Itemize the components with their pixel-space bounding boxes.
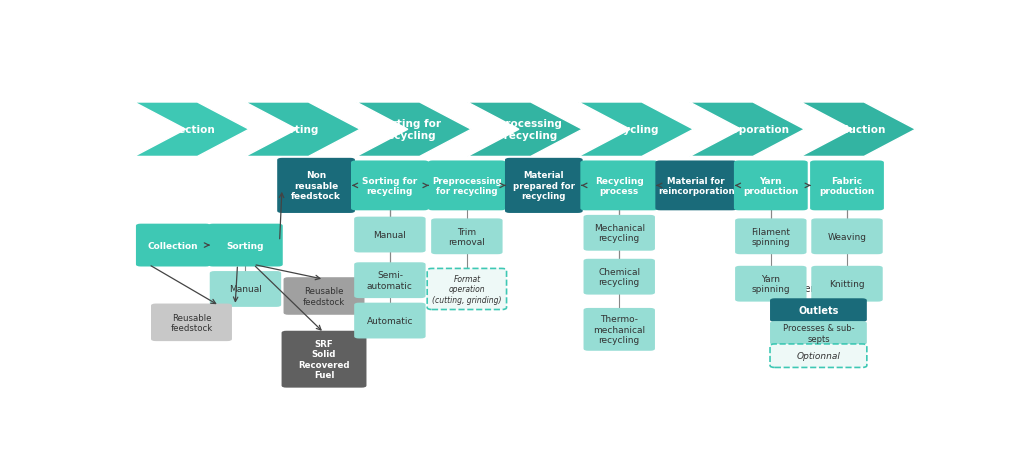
Text: Mechanical
recycling: Mechanical recycling (594, 223, 645, 243)
Text: Legend:: Legend: (786, 283, 825, 293)
Text: Weaving: Weaving (827, 233, 866, 241)
FancyBboxPatch shape (810, 161, 884, 211)
Text: Optionnal: Optionnal (797, 351, 841, 360)
Text: Fabric
production: Fabric production (819, 176, 874, 196)
FancyBboxPatch shape (734, 161, 808, 211)
FancyBboxPatch shape (354, 303, 426, 339)
Text: Yarn
production: Yarn production (743, 176, 799, 196)
Text: Recycling: Recycling (602, 125, 659, 135)
Text: Sorting: Sorting (275, 125, 319, 135)
Text: SRF
Solid
Recovered
Fuel: SRF Solid Recovered Fuel (298, 339, 350, 379)
FancyBboxPatch shape (811, 266, 883, 302)
FancyBboxPatch shape (354, 263, 426, 298)
Text: Yarn
spinning: Yarn spinning (752, 274, 791, 294)
FancyBboxPatch shape (210, 272, 282, 307)
FancyBboxPatch shape (431, 219, 503, 255)
FancyBboxPatch shape (351, 161, 429, 211)
FancyBboxPatch shape (151, 304, 232, 341)
FancyBboxPatch shape (770, 344, 867, 368)
FancyBboxPatch shape (770, 321, 867, 345)
Polygon shape (801, 103, 915, 157)
FancyBboxPatch shape (284, 278, 365, 315)
Text: Semi-
automatic: Semi- automatic (367, 271, 413, 290)
Text: Thermo-
mechanical
recycling: Thermo- mechanical recycling (593, 315, 645, 344)
FancyBboxPatch shape (136, 224, 211, 267)
Text: Knitting: Knitting (829, 279, 865, 288)
Polygon shape (134, 103, 249, 157)
Text: Chemical
recycling: Chemical recycling (598, 268, 640, 287)
FancyBboxPatch shape (584, 308, 655, 351)
Text: Automatic: Automatic (367, 316, 413, 325)
FancyBboxPatch shape (282, 331, 367, 388)
Text: Format
operation
(cutting, grinding): Format operation (cutting, grinding) (432, 274, 502, 304)
Polygon shape (689, 103, 805, 157)
Text: Reusable
feedstock: Reusable feedstock (303, 287, 345, 306)
Text: Collection: Collection (147, 241, 199, 250)
Text: Sorting for
recycling: Sorting for recycling (362, 176, 418, 196)
FancyBboxPatch shape (505, 158, 583, 213)
FancyBboxPatch shape (735, 266, 807, 302)
Text: Filament
spinning: Filament spinning (752, 227, 791, 247)
Polygon shape (245, 103, 360, 157)
FancyBboxPatch shape (735, 219, 807, 255)
FancyBboxPatch shape (428, 161, 506, 211)
Polygon shape (467, 103, 583, 157)
FancyBboxPatch shape (278, 158, 355, 213)
FancyBboxPatch shape (581, 161, 658, 211)
Text: Reusable
feedstock: Reusable feedstock (170, 313, 213, 332)
Text: Trim
removal: Trim removal (449, 227, 485, 247)
Text: Non
reusable
feedstock: Non reusable feedstock (291, 171, 341, 201)
Text: Material
prepared for
recycling: Material prepared for recycling (513, 171, 574, 201)
Polygon shape (579, 103, 693, 157)
Text: Material for
reincorporation: Material for reincorporation (657, 176, 734, 196)
FancyBboxPatch shape (427, 269, 507, 310)
Text: Manual: Manual (374, 231, 407, 239)
FancyBboxPatch shape (208, 224, 283, 267)
Text: Preprocessing
for recycling: Preprocessing for recycling (478, 119, 561, 141)
FancyBboxPatch shape (584, 215, 655, 251)
Text: Reincorporation: Reincorporation (694, 125, 790, 135)
Text: Preprocessing
for recycling: Preprocessing for recycling (432, 176, 502, 196)
FancyBboxPatch shape (354, 217, 426, 253)
FancyBboxPatch shape (655, 161, 737, 211)
Text: Outlets: Outlets (799, 305, 839, 315)
Text: Sorting: Sorting (226, 241, 264, 250)
FancyBboxPatch shape (770, 298, 867, 322)
Text: Production: Production (821, 125, 885, 135)
Polygon shape (356, 103, 471, 157)
Text: Manual: Manual (229, 285, 262, 294)
Text: Recycling
process: Recycling process (595, 176, 644, 196)
FancyBboxPatch shape (584, 259, 655, 295)
FancyBboxPatch shape (811, 219, 883, 255)
Text: Processes & sub-
septs: Processes & sub- septs (782, 324, 854, 343)
Text: Collection: Collection (157, 125, 216, 135)
Text: Sorting for
recycling: Sorting for recycling (377, 119, 440, 141)
